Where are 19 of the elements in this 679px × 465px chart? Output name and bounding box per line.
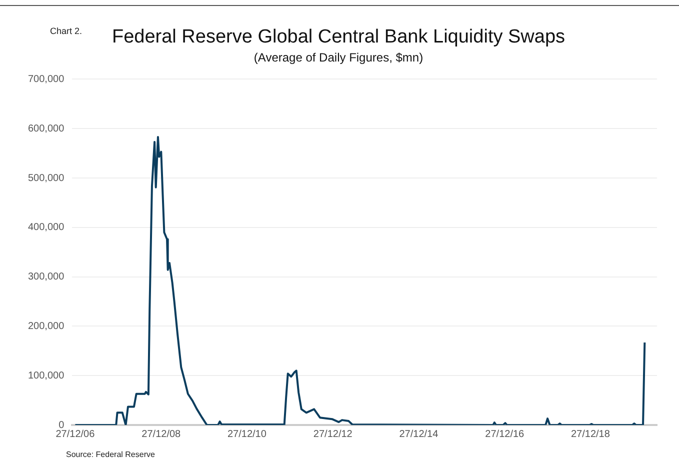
y-tick-label: 100,000 xyxy=(28,370,65,382)
x-tick-label: 27/12/18 xyxy=(570,428,610,440)
source-note: Source: Federal Reserve xyxy=(66,450,155,459)
x-tick-label: 27/12/10 xyxy=(227,428,267,440)
y-tick-label: 200,000 xyxy=(28,320,65,332)
y-tick-label: 700,000 xyxy=(28,74,65,85)
chart-subtitle: (Average of Daily Figures, $mn) xyxy=(254,50,424,64)
y-tick-label: 500,000 xyxy=(28,172,65,184)
chart-title: Federal Reserve Global Central Bank Liquidity Swaps xyxy=(112,26,566,48)
x-tick-label: 27/12/08 xyxy=(142,428,182,440)
y-tick-label: 600,000 xyxy=(28,123,65,134)
x-tick-label: 27/12/16 xyxy=(485,428,525,440)
y-tick-label: 400,000 xyxy=(28,222,65,234)
x-tick-label: 27/12/06 xyxy=(56,428,96,440)
x-tick-label: 27/12/12 xyxy=(313,428,353,440)
y-tick-label: 0 xyxy=(58,420,65,431)
caption: Chart 2. xyxy=(50,26,82,36)
x-tick-label: 27/12/14 xyxy=(399,428,439,440)
y-tick-label: 300,000 xyxy=(28,272,65,283)
